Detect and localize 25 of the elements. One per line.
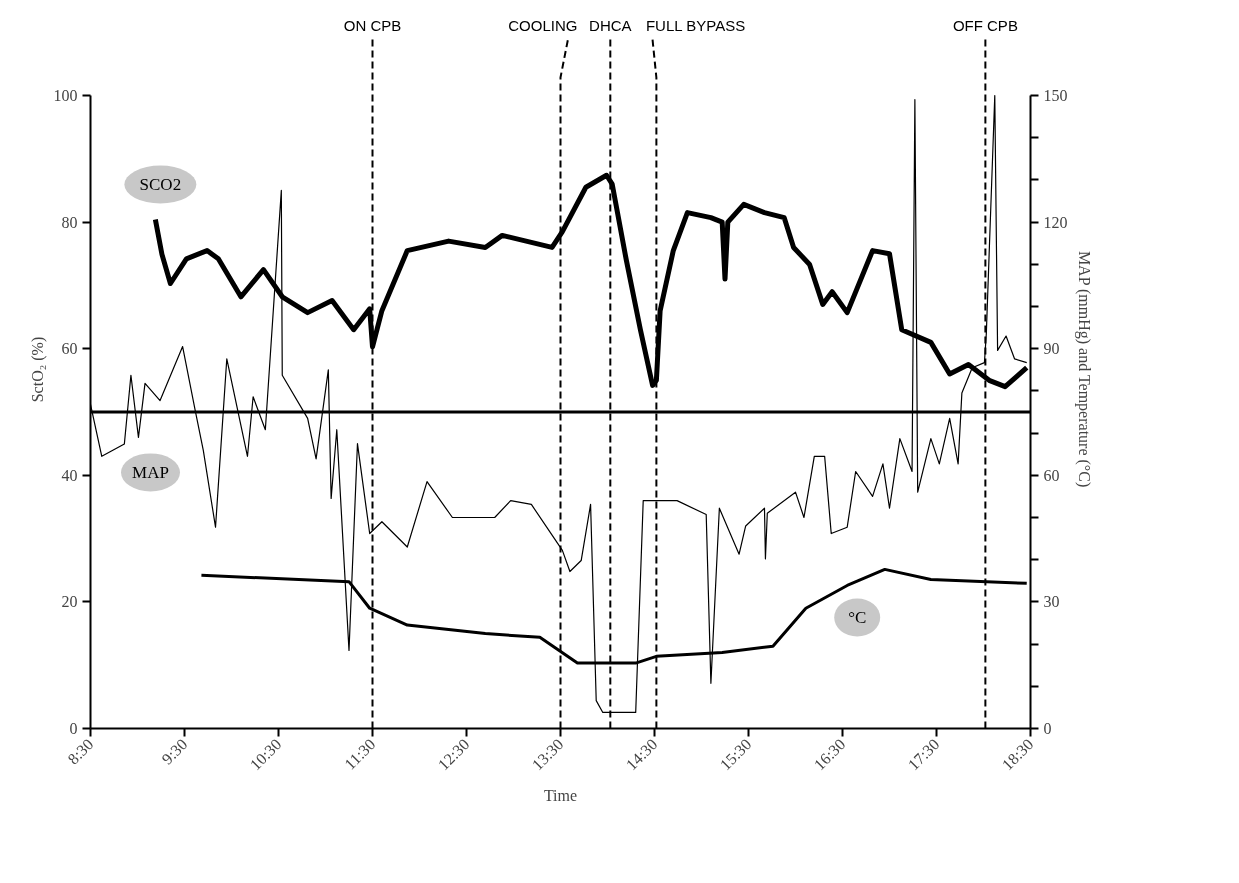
y2-tick-label: 60 <box>1043 466 1060 484</box>
y2-tick-label: 150 <box>1043 87 1068 104</box>
series-label: SCO2 <box>139 175 182 195</box>
y-axis-title: SctO₂ (%) <box>28 336 47 403</box>
y2-axis-title: MAP (mmHg) and Temperature (°C) <box>1074 250 1093 488</box>
y2-tick-label: 0 <box>1043 720 1052 737</box>
ref-line-label: OFF CPB <box>952 17 1018 34</box>
series-label: °C <box>848 607 867 627</box>
y-tick-label: 0 <box>69 720 78 737</box>
y-tick-label: 100 <box>53 87 78 104</box>
ref-line-label: DHCA <box>589 17 632 34</box>
y-tick-label: 80 <box>61 213 78 231</box>
ref-line-label: FULL BYPASS <box>645 17 746 34</box>
y2-tick-label: 90 <box>1043 340 1060 358</box>
series-label: MAP <box>132 462 169 482</box>
y-tick-label: 20 <box>61 593 78 611</box>
y-tick-label: 60 <box>61 340 78 358</box>
ref-line-label: ON CPB <box>343 17 402 34</box>
x-axis-title: Time <box>543 787 578 805</box>
x-tick-label: 9:30 <box>158 735 191 768</box>
y-tick-label: 40 <box>61 466 78 484</box>
ref-line-label: COOLING <box>508 17 578 34</box>
y2-tick-label: 30 <box>1043 593 1060 611</box>
y2-tick-label: 120 <box>1043 213 1068 231</box>
x-tick-label: 8:30 <box>64 735 97 768</box>
